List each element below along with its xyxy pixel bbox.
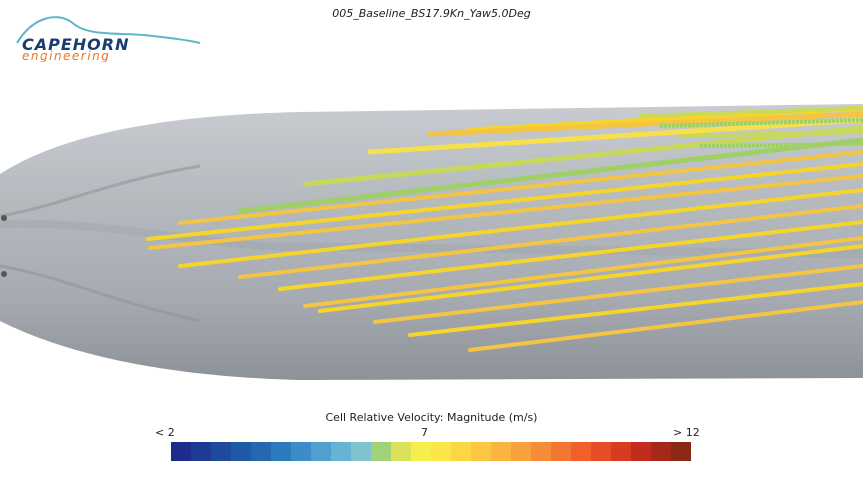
legend-title: Cell Relative Velocity: Magnitude (m/s)	[325, 411, 538, 424]
velocity-vector-row	[699, 142, 863, 148]
velocity-vector-row	[303, 236, 863, 308]
velocity-vector-row	[679, 130, 863, 138]
colorbar-swatch	[611, 442, 631, 461]
velocity-vector-row	[408, 282, 863, 337]
capehorn-logo: CAPEHORN engineering	[16, 16, 201, 62]
colorbar-swatch	[571, 442, 591, 461]
colorbar-swatch	[471, 442, 491, 461]
colorbar-swatch	[171, 442, 191, 461]
velocity-vector-row	[659, 118, 863, 128]
velocity-vector-row	[318, 244, 863, 313]
velocity-vector-row	[373, 264, 863, 324]
colorbar-swatch	[631, 442, 651, 461]
logo-swoosh	[16, 16, 201, 44]
velocity-vector-row	[146, 162, 863, 241]
colorbar-swatch	[591, 442, 611, 461]
velocity-vector-row	[468, 300, 863, 352]
velocity-vector-row	[639, 106, 863, 118]
velocity-vector-row	[367, 117, 863, 155]
velocity-vector-row	[427, 111, 863, 137]
colorbar-swatch	[371, 442, 391, 461]
hull-fitting	[1, 271, 7, 277]
colorbar-swatch	[431, 442, 451, 461]
colorbar-swatch	[511, 442, 531, 461]
colorbar-swatch	[551, 442, 571, 461]
hull-shadow-band	[0, 219, 863, 258]
colorbar-swatch	[191, 442, 211, 461]
colorbar-swatch	[331, 442, 351, 461]
legend-colorbar	[171, 442, 691, 461]
colorbar-swatch	[391, 442, 411, 461]
hull-fitting	[1, 215, 7, 221]
hull-keel-line	[0, 164, 201, 323]
velocity-vector-row	[237, 137, 863, 214]
colorbar-swatch	[491, 442, 511, 461]
logo-subtitle: engineering	[22, 49, 110, 62]
colorbar-swatch	[351, 442, 371, 461]
velocity-vector-row	[178, 150, 863, 225]
legend-min-label: < 2	[155, 426, 175, 439]
velocity-vector-row	[278, 220, 863, 291]
colorbar-swatch	[251, 442, 271, 461]
legend-max-label: > 12	[673, 426, 700, 439]
colorbar-swatch	[211, 442, 231, 461]
velocity-vector-row	[238, 204, 863, 279]
colorbar-swatch	[531, 442, 551, 461]
colorbar-swatch	[651, 442, 671, 461]
legend-mid-label: 7	[421, 426, 428, 439]
colorbar-swatch	[411, 442, 431, 461]
logo-name: CAPEHORN	[22, 35, 129, 54]
velocity-vector-field	[146, 105, 863, 352]
colorbar-swatch	[451, 442, 471, 461]
velocity-vector-row	[302, 125, 863, 187]
hull-viewport[interactable]	[0, 96, 863, 396]
colorbar-swatch	[291, 442, 311, 461]
colorbar-swatch	[231, 442, 251, 461]
velocity-vector-row	[178, 188, 863, 268]
colorbar-swatch	[311, 442, 331, 461]
velocity-vector-row	[148, 174, 863, 250]
colorbar-swatch	[671, 442, 691, 461]
colorbar-swatch	[271, 442, 291, 461]
simulation-title: 005_Baseline_BS17.9Kn_Yaw5.0Deg	[332, 7, 531, 20]
